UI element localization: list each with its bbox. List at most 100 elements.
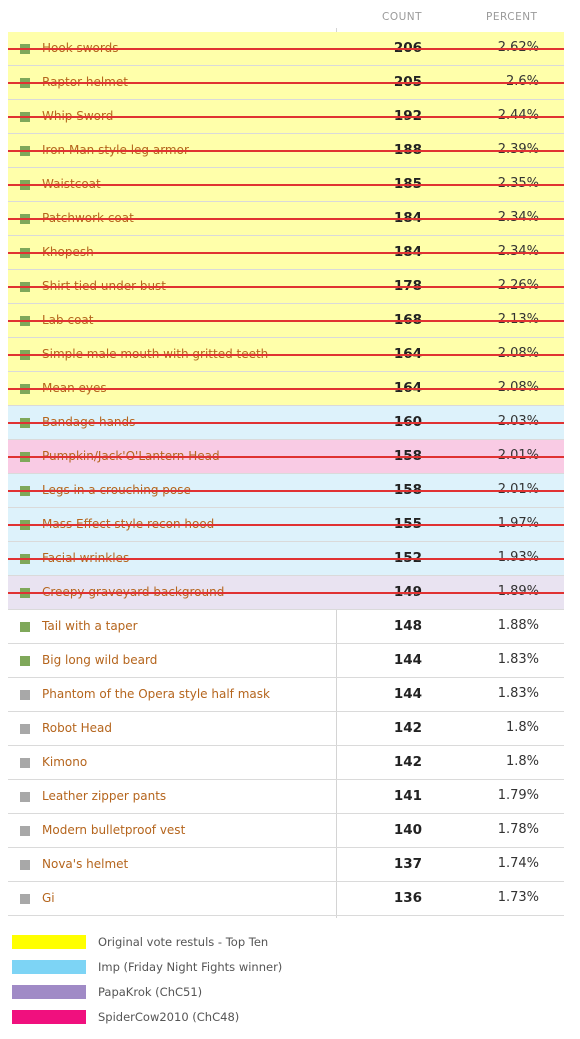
- legend-label: PapaKrok (ChC51): [98, 985, 203, 999]
- strikethrough-line: [8, 524, 564, 526]
- legend-swatch: [12, 935, 86, 949]
- item-percent: 1.74%: [497, 856, 539, 871]
- table-row: Legs in a crouching pose1582.01%: [0, 474, 580, 508]
- row-separator: [8, 779, 564, 780]
- table-row: Modern bulletproof vest 140 1.78%: [0, 814, 580, 848]
- item-name: Phantom of the Opera style half mask: [42, 687, 270, 701]
- item-count: 142: [393, 720, 422, 736]
- row-separator: [8, 167, 564, 168]
- table-row: Whip Sword1922.44%: [0, 100, 580, 134]
- item-name: Robot Head: [42, 721, 112, 735]
- status-square-icon: [20, 826, 30, 836]
- item-percent: 1.97%: [440, 516, 539, 531]
- item-percent: 2.13%: [440, 312, 539, 327]
- item-percent: 2.03%: [440, 414, 539, 429]
- table-row: Robot Head 142 1.8%: [0, 712, 580, 746]
- row-separator: [8, 235, 564, 236]
- table-row: Iron Man style leg armor1882.39%: [0, 134, 580, 168]
- item-name: Kimono: [42, 755, 88, 769]
- item-percent: 1.83%: [497, 652, 539, 667]
- row-separator: [8, 643, 564, 644]
- table-row: Nova's helmet 137 1.74%: [0, 848, 580, 882]
- status-square-icon: [20, 622, 30, 632]
- table-row: Raptor helmet2052.6%: [0, 66, 580, 100]
- item-percent: 1.79%: [497, 788, 539, 803]
- legend-label: SpiderCow2010 (ChC48): [98, 1010, 240, 1024]
- legend-swatch: [12, 1010, 86, 1024]
- row-separator: [8, 847, 564, 848]
- row-separator: [8, 337, 564, 338]
- strikethrough-line: [8, 48, 564, 50]
- legend-label: Imp (Friday Night Fights winner): [98, 960, 283, 974]
- strikethrough-line: [8, 490, 564, 492]
- percent-column-header: PERCENT: [486, 11, 538, 23]
- table-row: Tail with a taper 148 1.88%: [0, 610, 580, 644]
- row-separator: [8, 677, 564, 678]
- status-square-icon: [20, 758, 30, 768]
- item-percent: 2.34%: [440, 244, 539, 259]
- status-square-icon: [20, 860, 30, 870]
- strikethrough-line: [8, 184, 564, 186]
- strikethrough-line: [8, 422, 564, 424]
- row-separator: [8, 405, 564, 406]
- item-count: 148: [393, 618, 422, 634]
- table-row: Waistcoat1852.35%: [0, 168, 580, 202]
- item-percent: 2.08%: [440, 380, 539, 395]
- item-percent: 2.39%: [440, 142, 539, 157]
- table-header: COUNT PERCENT: [0, 0, 580, 32]
- row-separator: [8, 201, 564, 202]
- row-separator: [8, 99, 564, 100]
- row-separator: [8, 575, 564, 576]
- item-percent: 1.8%: [505, 754, 539, 769]
- table-row: Simple male mouth with gritted teeth1642…: [0, 338, 580, 372]
- row-separator: [8, 65, 564, 66]
- item-percent: 2.34%: [440, 210, 539, 225]
- table-row: Gi 136 1.73%: [0, 882, 580, 916]
- row-separator: [8, 711, 564, 712]
- table-row: Lab coat1682.13%: [0, 304, 580, 338]
- row-separator: [8, 541, 564, 542]
- item-count: 144: [393, 686, 422, 702]
- status-square-icon: [20, 894, 30, 904]
- item-count: 137: [393, 856, 422, 872]
- item-percent: 2.01%: [440, 448, 539, 463]
- row-separator: [8, 371, 564, 372]
- item-percent: 2.08%: [440, 346, 539, 361]
- strikethrough-line: [8, 252, 564, 254]
- row-separator: [8, 133, 564, 134]
- strikethrough-line: [8, 150, 564, 152]
- status-square-icon: [20, 792, 30, 802]
- item-count: 144: [393, 652, 422, 668]
- table-row: Patchwork coat1842.34%: [0, 202, 580, 236]
- item-name: Modern bulletproof vest: [42, 823, 186, 837]
- legend-swatch: [12, 960, 86, 974]
- item-percent: 2.6%: [440, 74, 539, 89]
- item-percent: 2.62%: [440, 40, 539, 55]
- row-separator: [8, 881, 564, 882]
- table-row: Creepy graveyard background1491.89%: [0, 576, 580, 610]
- strikethrough-line: [8, 116, 564, 118]
- item-percent: 1.88%: [497, 618, 539, 633]
- table-row: Mean eyes1642.08%: [0, 372, 580, 406]
- table-row: Kimono 142 1.8%: [0, 746, 580, 780]
- status-square-icon: [20, 690, 30, 700]
- row-separator: [8, 813, 564, 814]
- strikethrough-line: [8, 218, 564, 220]
- legend-label: Original vote restuls - Top Ten: [98, 935, 269, 949]
- row-separator: [8, 303, 564, 304]
- row-separator: [8, 269, 564, 270]
- item-percent: 1.8%: [505, 720, 539, 735]
- table-row: Facial wrinkles1521.93%: [0, 542, 580, 576]
- strikethrough-line: [8, 286, 564, 288]
- table-row: Khopesh1842.34%: [0, 236, 580, 270]
- item-count: 140: [393, 822, 422, 838]
- table-row: Leather zipper pants 141 1.79%: [0, 780, 580, 814]
- item-percent: 2.01%: [440, 482, 539, 497]
- item-percent: 1.73%: [497, 890, 539, 905]
- strikethrough-line: [8, 354, 564, 356]
- item-count: 141: [393, 788, 422, 804]
- table-row: Hook swords2062.62%: [0, 32, 580, 66]
- item-percent: 1.83%: [497, 686, 539, 701]
- item-count: 136: [393, 890, 422, 906]
- strikethrough-line: [8, 456, 564, 458]
